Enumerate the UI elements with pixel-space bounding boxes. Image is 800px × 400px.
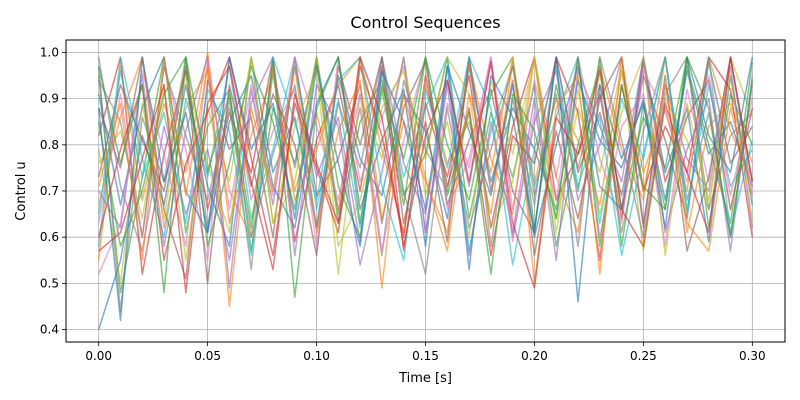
series-line-18 — [98, 56, 753, 275]
x-tick-label: 0.10 — [303, 349, 330, 363]
series-line-2 — [97, 51, 753, 261]
y-axis-label: Control u — [14, 161, 29, 220]
y-tick-label: 0.9 — [40, 92, 59, 106]
y-tick-label: 0.4 — [40, 323, 59, 337]
y-tick-label: 0.6 — [40, 230, 59, 244]
series-line-20 — [97, 56, 754, 266]
y-tick-label: 0.7 — [40, 184, 59, 198]
series-line-16 — [97, 56, 754, 285]
series-lines — [97, 51, 754, 330]
x-axis: 0.00 0.05 0.10 0.15 0.20 0.25 0.30 — [85, 342, 766, 363]
x-tick-label: 0.05 — [194, 349, 221, 363]
y-tick-label: 1.0 — [40, 45, 59, 59]
x-axis-label: Time [s] — [398, 371, 452, 386]
series-line-21 — [97, 56, 754, 322]
series-line-3 — [97, 56, 753, 294]
y-tick-label: 0.8 — [40, 138, 59, 152]
x-tick-label: 0.00 — [85, 349, 112, 363]
x-tick-label: 0.20 — [521, 349, 548, 363]
chart-title: Control Sequences — [350, 13, 500, 32]
series-line-10 — [97, 56, 753, 252]
series-line-19 — [97, 56, 754, 285]
series-line-23 — [97, 56, 754, 298]
series-line-24 — [98, 56, 754, 294]
y-axis: 0.4 0.5 0.6 0.7 0.8 0.9 1.0 — [40, 45, 66, 337]
y-tick-label: 0.5 — [40, 276, 59, 290]
x-tick-label: 0.15 — [412, 349, 439, 363]
series-line-22 — [97, 56, 754, 308]
x-tick-label: 0.25 — [630, 349, 657, 363]
x-tick-label: 0.30 — [739, 349, 766, 363]
